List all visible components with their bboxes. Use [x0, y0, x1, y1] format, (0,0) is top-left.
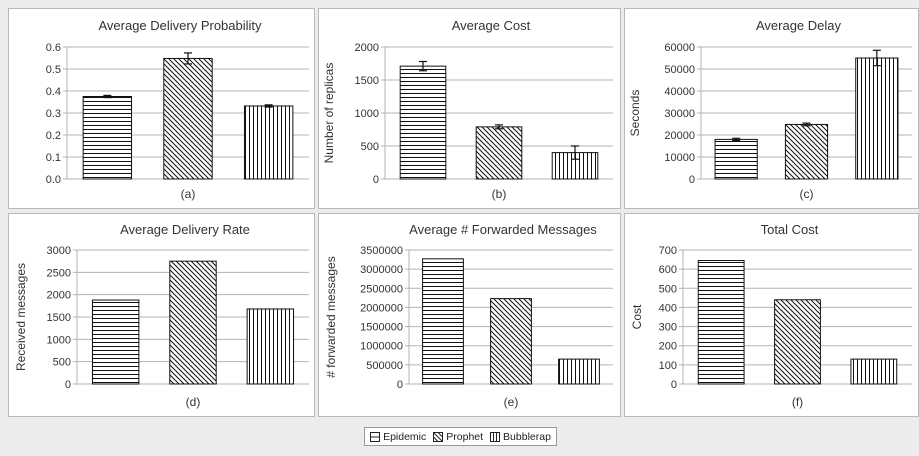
panel-sublabel: (f) [792, 395, 803, 409]
y-tick-label: 700 [659, 245, 677, 257]
y-tick-label: 0 [689, 174, 695, 186]
y-tick-label: 30000 [664, 108, 695, 120]
chart-panel-f: Total Cost 0 100 200 300 400 500 600 700 Cost (f) [624, 213, 919, 417]
y-tick-label: 20000 [664, 130, 695, 142]
chart-svg: Average Cost 0 500 1000 1500 2000 Number of re… [322, 18, 613, 201]
y-tick-label: 2500 [47, 267, 71, 279]
bar-epidemic [399, 65, 447, 180]
y-tick-label: 1500000 [360, 322, 403, 334]
y-tick-label: 500000 [366, 360, 403, 372]
y-tick-label: 50000 [664, 64, 695, 76]
y-tick-label: 1000 [47, 334, 71, 346]
y-axis-label: Received messages [14, 263, 28, 371]
y-tick-label: 2000 [355, 42, 379, 54]
bar-prophet [163, 57, 213, 180]
y-tick-label: 10000 [664, 152, 695, 164]
y-tick-label: 400 [659, 302, 677, 314]
legend-item-epidemic: Epidemic [370, 431, 426, 443]
bar-bubblerap [855, 57, 899, 180]
bar-epidemic [422, 258, 464, 385]
y-tick-label: 3500000 [360, 245, 403, 257]
chart-svg: Total Cost 0 100 200 300 400 500 600 700 Cost (f) [630, 222, 912, 409]
y-tick-label: 500 [361, 141, 379, 153]
chart-panel-b: Average Cost 0 500 1000 1500 2000 Number of re… [318, 8, 621, 209]
y-tick-label: 60000 [664, 42, 695, 54]
y-axis-label: Number of replicas [322, 63, 336, 164]
y-tick-label: 300 [659, 322, 677, 334]
chart-panel-c: Average Delay 0 10000 20000 30000 40000 50000 6… [624, 8, 919, 209]
bar-prophet [169, 260, 217, 385]
bar-bubblerap [850, 358, 898, 385]
chart-panel-d: Average Delivery Rate 0 500 1000 1500 2000 250… [8, 213, 315, 417]
chart-title: Average Delivery Rate [120, 222, 250, 237]
chart-title: Average Delivery Probability [98, 18, 262, 33]
y-tick-label: 500 [659, 283, 677, 295]
y-axis-label: Seconds [628, 90, 642, 137]
y-tick-label: 0.6 [46, 42, 61, 54]
y-tick-label: 40000 [664, 86, 695, 98]
chart-panel-a: Average Delivery Probability 0.0 0.1 0.2 0.3… [8, 8, 315, 209]
bar-prophet [490, 298, 532, 385]
y-tick-label: 1000000 [360, 341, 403, 353]
y-tick-label: 0 [373, 174, 379, 186]
y-tick-label: 0.3 [46, 108, 61, 120]
y-tick-label: 2000 [47, 290, 71, 302]
y-tick-label: 2000000 [360, 302, 403, 314]
chart-title: Average Cost [452, 18, 531, 33]
bar-epidemic [714, 138, 758, 180]
y-tick-label: 0 [65, 379, 71, 391]
legend-swatch-prophet [433, 431, 444, 442]
chart-title: Average # Forwarded Messages [409, 222, 597, 237]
chart-svg: Average Delivery Rate 0 500 1000 1500 2000 250… [14, 222, 309, 409]
y-tick-label: 2500000 [360, 283, 403, 295]
y-tick-label: 1500 [355, 75, 379, 87]
legend-swatch-epidemic [370, 431, 381, 442]
chart-panel-e: Average # Forwarded Messages 0 500000 10000… [318, 213, 621, 417]
panel-sublabel: (b) [492, 187, 507, 201]
bar-bubblerap [558, 358, 600, 385]
panel-sublabel: (d) [186, 395, 201, 409]
panel-sublabel: (a) [181, 187, 196, 201]
legend: Epidemic Prophet Bubblerap [364, 427, 557, 446]
y-tick-label: 0.2 [46, 130, 61, 142]
legend-item-prophet: Prophet [433, 431, 483, 443]
chart-svg: Average Delay 0 10000 20000 30000 40000 50000 6… [628, 18, 912, 201]
y-axis-label: # forwarded messages [324, 256, 338, 377]
y-tick-label: 200 [659, 341, 677, 353]
y-tick-label: 0.1 [46, 152, 61, 164]
y-tick-label: 600 [659, 264, 677, 276]
bar-bubblerap [246, 308, 295, 385]
panel-sublabel: (c) [800, 187, 814, 201]
bar-epidemic [697, 260, 745, 385]
legend-swatch-bubblerap [490, 431, 501, 442]
y-tick-label: 0 [671, 379, 677, 391]
bar-prophet [774, 299, 821, 385]
chart-svg: Average Delivery Probability 0.0 0.1 0.2 0.3… [46, 18, 309, 201]
y-tick-label: 3000000 [360, 264, 403, 276]
y-axis-label: Cost [630, 304, 644, 329]
panel-sublabel: (e) [504, 395, 519, 409]
y-tick-label: 1500 [47, 312, 71, 324]
y-tick-label: 0.4 [46, 86, 61, 98]
bar-epidemic [82, 96, 133, 180]
y-tick-label: 100 [659, 360, 677, 372]
y-tick-label: 1000 [355, 108, 379, 120]
chart-title: Average Delay [756, 18, 842, 33]
y-tick-label: 3000 [47, 245, 71, 257]
chart-svg: Average # Forwarded Messages 0 500000 10000… [324, 222, 613, 409]
legend-item-bubblerap: Bubblerap [490, 431, 551, 443]
y-tick-label: 0 [397, 379, 403, 391]
chart-title: Total Cost [761, 222, 819, 237]
y-tick-label: 0.5 [46, 64, 61, 76]
bar-bubblerap [243, 105, 294, 180]
bar-prophet [475, 126, 523, 180]
bar-prophet [784, 123, 829, 180]
legend-label-bubblerap: Bubblerap [503, 430, 551, 443]
y-tick-label: 0.0 [46, 174, 61, 186]
y-tick-label: 500 [53, 357, 71, 369]
bar-epidemic [91, 299, 140, 385]
legend-label-prophet: Prophet [446, 430, 484, 443]
legend-label-epidemic: Epidemic [383, 430, 427, 443]
